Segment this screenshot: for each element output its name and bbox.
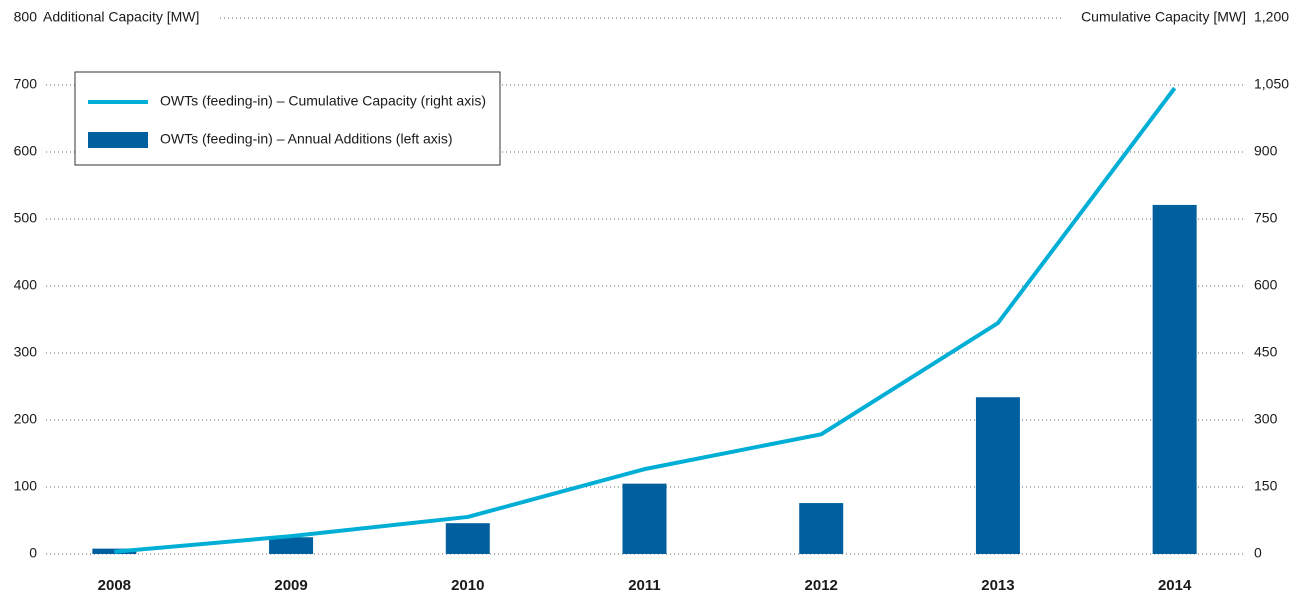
x-tick-label: 2014 [1158,577,1192,594]
y-tick-label: 500 [14,210,38,226]
y2-tick-label: 600 [1254,277,1278,293]
y2-tick-label: 1,200 [1254,9,1289,25]
y2-tick-label: 900 [1254,143,1278,159]
legend-label: OWTs (feeding-in) – Annual Additions (le… [160,131,453,147]
bar [975,397,1020,554]
y-tick-label: 600 [14,143,38,159]
x-tick-label: 2009 [274,577,307,594]
y2-tick-label: 750 [1254,210,1278,226]
y-axis-title: Additional Capacity [MW] [43,9,199,25]
x-tick-label: 2013 [981,577,1014,594]
x-tick-label: 2008 [98,577,131,594]
y-tick-label: 700 [14,76,38,92]
bar [1152,204,1197,554]
y2-tick-label: 0 [1254,545,1262,561]
y-tick-label: 400 [14,277,38,293]
y-tick-label: 0 [29,545,37,561]
y-tick-label: 100 [14,478,38,494]
x-tick-label: 2010 [451,577,484,594]
legend-label: OWTs (feeding-in) – Cumulative Capacity … [160,93,486,109]
bar [445,523,490,554]
y-tick-label: 300 [14,344,38,360]
bar [799,503,844,554]
bar [622,483,667,554]
y2-axis-title: Cumulative Capacity [MW] [1081,9,1246,25]
y-tick-label: 200 [14,411,38,427]
line [114,86,1177,554]
y-tick-label: 800 [14,9,38,25]
legend-swatch [88,132,148,148]
bar [269,537,314,554]
x-tick-label: 2012 [805,577,838,594]
y2-tick-label: 1,050 [1254,76,1289,92]
y2-tick-label: 150 [1254,478,1278,494]
y2-tick-label: 450 [1254,344,1278,360]
y2-tick-label: 300 [1254,411,1278,427]
legend-box [74,71,501,166]
x-tick-label: 2011 [628,577,661,594]
